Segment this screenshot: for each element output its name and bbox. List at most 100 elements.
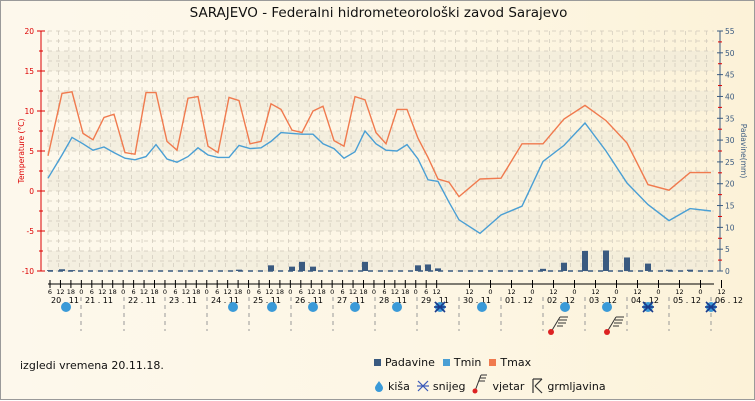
hour-tick-label: 0: [372, 288, 376, 296]
y-tick-label: 0: [29, 187, 34, 196]
date-label: 25 . 11: [253, 296, 281, 305]
wind-barb-dot: [548, 329, 554, 335]
grid-band: [48, 251, 714, 271]
hour-tick-label: 12: [182, 288, 190, 296]
hour-tick-label: 12: [591, 288, 599, 296]
hour-tick-label: 18: [276, 288, 284, 296]
hour-tick-label: 12: [349, 288, 357, 296]
hour-tick-label: 12: [224, 288, 232, 296]
y2-tick-label: 55: [725, 27, 735, 36]
y-tick-label: 10: [24, 107, 34, 116]
rain-drop-icon: [477, 302, 487, 312]
hour-tick-label: 0: [163, 288, 167, 296]
wind-barb-icon: [606, 316, 624, 333]
hour-tick-label: 0: [656, 288, 660, 296]
hour-tick-label: 6: [90, 288, 94, 296]
snow-star-icon: [416, 380, 429, 392]
forecast-date-note: izgledi vremena 20.11.18.: [20, 359, 164, 372]
date-label: 21 . 11: [85, 296, 113, 305]
hour-tick-label: 12: [140, 288, 148, 296]
date-label: 01 . 12: [505, 296, 533, 305]
hour-tick-label: 6: [341, 288, 345, 296]
y-tick-label: 20: [24, 27, 34, 36]
date-label: 27 . 11: [337, 296, 365, 305]
hour-tick-label: 12: [56, 288, 64, 296]
date-label: 06 . 12: [715, 296, 743, 305]
rain-drop-icon: [61, 302, 71, 312]
y2-tick-label: 35: [725, 114, 735, 123]
rain-drop-icon: [375, 381, 383, 392]
y2-tick-label: 40: [725, 92, 735, 101]
legend-padavine: Padavine: [385, 356, 435, 369]
tmax-swatch-icon: [489, 359, 497, 366]
y-axis-label: Temperature (°C): [17, 119, 26, 185]
hour-tick-label: 6: [382, 288, 386, 296]
hour-tick-label: 12: [433, 288, 441, 296]
hour-tick-label: 6: [424, 288, 428, 296]
hour-tick-label: 12: [507, 288, 515, 296]
y2-tick-label: 5: [725, 245, 730, 254]
hour-tick-label: 0: [572, 288, 576, 296]
hour-tick-label: 0: [414, 288, 418, 296]
y2-tick-label: 25: [725, 158, 735, 167]
hour-tick-label: 0: [79, 288, 83, 296]
weather-symbols: [61, 301, 717, 335]
precip-bar: [561, 262, 567, 271]
hour-tick-label: 0: [530, 288, 534, 296]
hour-tick-label: 0: [121, 288, 125, 296]
hour-tick-label: 0: [488, 288, 492, 296]
date-label: 04 . 12: [631, 296, 659, 305]
wind-barb-icon: [472, 374, 488, 394]
precip-bar: [540, 268, 546, 271]
precip-bar: [268, 265, 274, 271]
y2-tick-label: 45: [725, 71, 735, 80]
date-label: 24 . 11: [211, 296, 239, 305]
precip-bar: [299, 261, 305, 271]
hour-tick-label: 18: [67, 288, 75, 296]
temperature-axis: -10 -5 0 5 10 15 20 Temperature (°C): [17, 27, 45, 276]
y2-tick-label: 50: [725, 49, 735, 58]
y2-tick-label: 30: [725, 136, 735, 145]
hour-tick-label: 0: [330, 288, 334, 296]
precip-bar: [69, 270, 75, 271]
precip-bar: [415, 265, 421, 271]
hour-tick-label: 12: [307, 288, 315, 296]
thunder-icon: [532, 378, 543, 394]
rain-drop-icon: [228, 302, 238, 312]
legend-vjetar: vjetar: [492, 379, 525, 393]
grid-band: [48, 171, 714, 191]
wind-barb-dot: [604, 329, 610, 335]
hour-tick-label: 12: [265, 288, 273, 296]
date-label: 30 . 11: [463, 296, 491, 305]
hour-tick-label: 18: [359, 288, 367, 296]
hour-tick-label: 6: [132, 288, 136, 296]
snow-star-icon: [434, 301, 446, 313]
chart-title: SARAJEVO - Federalni hidrometeorološki z…: [189, 5, 568, 21]
snow-star-icon: [705, 301, 717, 313]
rain-drop-icon: [308, 302, 318, 312]
wind-barb-icon: [550, 316, 568, 333]
y-tick-label: 15: [24, 67, 34, 76]
legend-tmin: Tmin: [453, 356, 482, 369]
precipitation-axis: 0 5 10 15 20 25 30 35 40 45 50 55 Padavine(mm): [717, 27, 748, 276]
date-label: 02 . 12: [547, 296, 575, 305]
rain-drop-icon: [350, 302, 360, 312]
precip-bar: [236, 269, 242, 271]
precip-bar: [47, 270, 53, 271]
y2-axis-label: Padavine(mm): [739, 124, 748, 179]
hour-tick-label: 0: [205, 288, 209, 296]
y-tick-label: -10: [22, 267, 34, 276]
tmin-line: [47, 121, 712, 235]
legend-kisa: kiša: [388, 379, 410, 393]
hour-tick-label: 12: [391, 288, 399, 296]
precip-bar: [687, 269, 693, 271]
y2-tick-label: 0: [725, 267, 730, 276]
hour-tick-label: 12: [717, 288, 725, 296]
y2-tick-label: 20: [725, 180, 735, 189]
y2-tick-label: 10: [725, 223, 735, 232]
tmin-swatch-icon: [442, 359, 450, 366]
padavine-swatch-icon: [374, 359, 381, 366]
series-legend: Padavine Tmin Tmax: [374, 356, 531, 369]
date-label: 05 . 12: [673, 296, 701, 305]
precip-bar: [645, 263, 651, 271]
